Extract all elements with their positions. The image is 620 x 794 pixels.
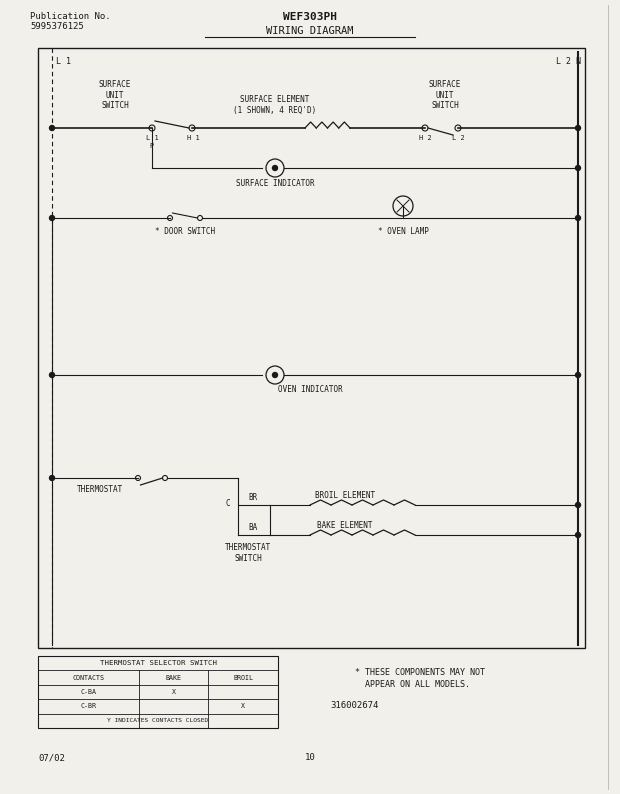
Circle shape <box>575 125 580 130</box>
Text: Y INDICATES CONTACTS CLOSED: Y INDICATES CONTACTS CLOSED <box>107 719 208 723</box>
Circle shape <box>50 125 55 130</box>
Text: BR: BR <box>248 494 257 503</box>
Text: C-BR: C-BR <box>81 703 96 709</box>
Text: SURFACE
UNIT
SWITCH: SURFACE UNIT SWITCH <box>429 80 461 110</box>
Text: BROIL: BROIL <box>233 675 253 680</box>
Circle shape <box>575 372 580 377</box>
Text: L 1: L 1 <box>56 57 71 67</box>
Text: WEF303PH: WEF303PH <box>283 12 337 22</box>
Text: SURFACE INDICATOR: SURFACE INDICATOR <box>236 179 314 187</box>
Circle shape <box>50 215 55 221</box>
Circle shape <box>575 165 580 171</box>
Text: H 1: H 1 <box>187 135 200 141</box>
Text: X: X <box>241 703 245 709</box>
Text: L 2: L 2 <box>451 135 464 141</box>
Text: Publication No.: Publication No. <box>30 12 110 21</box>
Text: SURFACE
UNIT
SWITCH: SURFACE UNIT SWITCH <box>99 80 131 110</box>
Text: 316002674: 316002674 <box>330 702 378 711</box>
Text: WIRING DIAGRAM: WIRING DIAGRAM <box>266 26 354 36</box>
Text: CONTACTS: CONTACTS <box>73 675 104 680</box>
Text: L 1: L 1 <box>146 135 158 141</box>
Bar <box>38 48 585 648</box>
Circle shape <box>50 476 55 480</box>
Text: * THESE COMPONENTS MAY NOT: * THESE COMPONENTS MAY NOT <box>355 668 485 677</box>
Bar <box>38 656 278 728</box>
Circle shape <box>273 372 278 377</box>
Text: APPEAR ON ALL MODELS.: APPEAR ON ALL MODELS. <box>355 680 470 689</box>
Text: BA: BA <box>248 523 257 533</box>
Circle shape <box>575 215 580 221</box>
Text: * DOOR SWITCH: * DOOR SWITCH <box>155 226 215 236</box>
Text: P: P <box>150 143 154 149</box>
Text: BAKE: BAKE <box>166 675 182 680</box>
Text: SURFACE ELEMENT
(1 SHOWN, 4 REQ'D): SURFACE ELEMENT (1 SHOWN, 4 REQ'D) <box>233 95 317 114</box>
Text: C: C <box>226 499 230 507</box>
Text: L 2 N: L 2 N <box>556 57 580 67</box>
Text: THERMOSTAT: THERMOSTAT <box>77 485 123 495</box>
Circle shape <box>575 533 580 538</box>
Text: * OVEN LAMP: * OVEN LAMP <box>378 228 428 237</box>
Text: 10: 10 <box>304 754 316 762</box>
Text: OVEN INDICATOR: OVEN INDICATOR <box>278 386 342 395</box>
Circle shape <box>273 165 278 171</box>
Text: THERMOSTAT
SWITCH: THERMOSTAT SWITCH <box>225 543 271 563</box>
Text: THERMOSTAT SELECTOR SWITCH: THERMOSTAT SELECTOR SWITCH <box>99 660 216 666</box>
Text: BROIL ELEMENT: BROIL ELEMENT <box>315 491 375 499</box>
Text: X: X <box>172 689 175 695</box>
Text: H 2: H 2 <box>418 135 432 141</box>
Text: 07/02: 07/02 <box>38 754 65 762</box>
Circle shape <box>575 503 580 507</box>
Text: 5995376125: 5995376125 <box>30 22 84 31</box>
Text: BAKE ELEMENT: BAKE ELEMENT <box>317 521 373 530</box>
Circle shape <box>50 372 55 377</box>
Text: C-BA: C-BA <box>81 689 96 695</box>
